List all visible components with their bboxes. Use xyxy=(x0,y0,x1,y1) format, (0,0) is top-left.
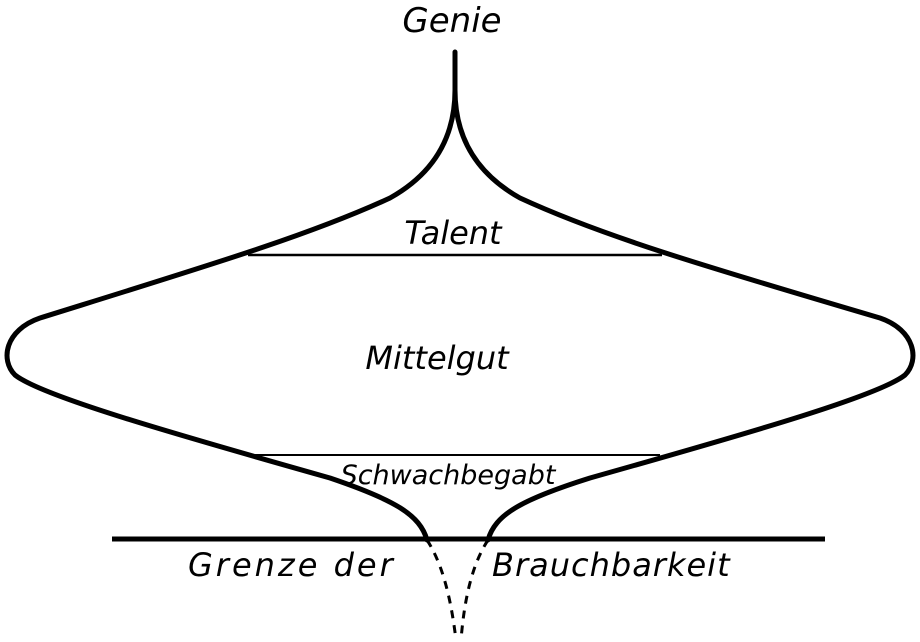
distribution-outline-right xyxy=(452,49,916,543)
label-genie: Genie xyxy=(402,1,501,41)
label-mittelgut: Mittelgut xyxy=(365,339,510,377)
dashed-tail-left xyxy=(425,539,458,641)
label-schwachbegabt: Schwachbegabt xyxy=(341,460,557,491)
distribution-outline-left xyxy=(4,87,458,543)
dashed-tail-right xyxy=(459,539,490,641)
label-grenze-der: Grenze der xyxy=(188,546,396,584)
label-brauchbarkeit: Brauchbarkeit xyxy=(492,546,731,584)
label-talent: Talent xyxy=(404,214,503,252)
